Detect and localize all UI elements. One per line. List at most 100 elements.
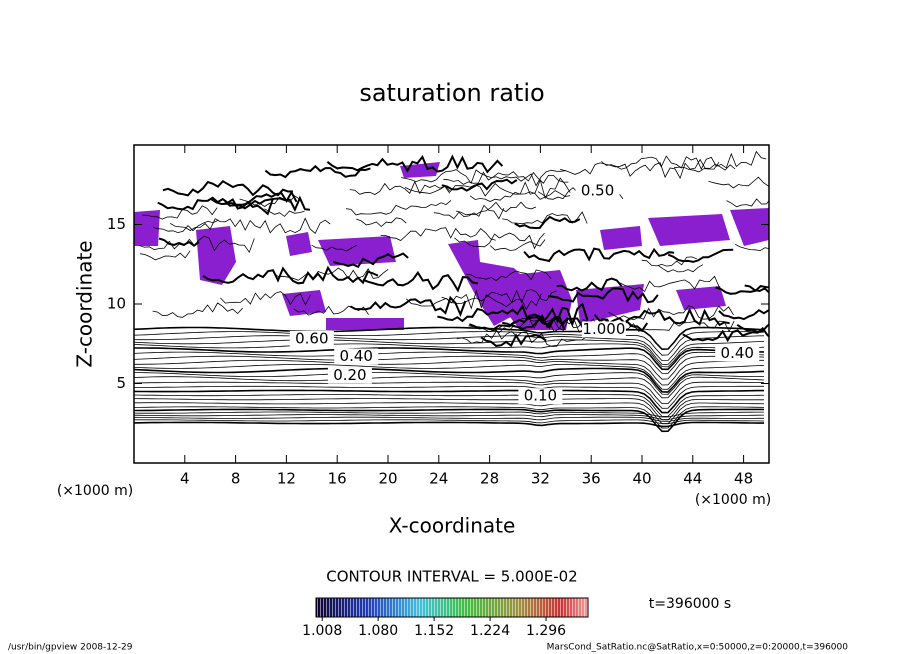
colorbar-tick-label: 1.296: [526, 623, 566, 639]
contour-line: [272, 267, 389, 281]
contour-line: [264, 164, 371, 179]
contour-line: [264, 208, 305, 217]
shaded-region: [326, 318, 404, 330]
contour-line: [466, 269, 552, 282]
contour-line: [152, 302, 243, 318]
contour-line: [134, 406, 765, 429]
contour-line: [134, 421, 764, 428]
contour-line: [169, 217, 331, 235]
contour-line: [134, 351, 765, 374]
contour-line: [641, 256, 697, 267]
contour-line: [349, 180, 451, 195]
contour-line: [142, 205, 218, 220]
contour-line: [311, 244, 357, 252]
colorbar-frame: [315, 597, 589, 618]
contour-line: [134, 394, 765, 417]
contour-label: 0.10: [524, 387, 557, 405]
contour-line: [456, 329, 602, 347]
contour-line: [380, 227, 496, 241]
contour-label-bg: [581, 321, 626, 338]
x-tick-label: 24: [429, 470, 448, 488]
contour-label: 0.40: [721, 344, 754, 362]
contour-line: [556, 277, 623, 292]
shaded-region: [196, 226, 236, 285]
contour-line: [134, 359, 764, 386]
x-unit-label: (×1000 m): [695, 492, 771, 508]
contour-line: [134, 408, 765, 433]
contour-line: [134, 343, 765, 368]
contour-label-bg: [715, 345, 760, 362]
contour-line: [744, 284, 769, 294]
x-tick-label: 28: [480, 470, 499, 488]
shaded-regions: [134, 162, 769, 330]
contour-line: [293, 305, 369, 316]
contour-line: [667, 248, 734, 263]
shaded-region: [318, 236, 396, 266]
contour-line: [152, 220, 219, 234]
shaded-region: [282, 290, 326, 316]
contour-label: 0.20: [333, 366, 366, 384]
contour-line: [362, 270, 479, 293]
contour-lines: [134, 150, 769, 433]
colorbar-tick-label: 1.008: [302, 623, 342, 639]
contour-line: [134, 326, 765, 351]
contour-line: [523, 247, 675, 263]
contour-line: [134, 331, 765, 356]
contour-line: [134, 355, 765, 380]
contour-line: [349, 295, 467, 318]
x-tick-label: 48: [734, 470, 753, 488]
contour-line: [734, 243, 769, 252]
footer-left: /usr/bin/gpview 2008-12-29: [8, 643, 133, 653]
contour-line: [657, 264, 704, 273]
contour-line: [682, 326, 769, 343]
contour-label-bg: [575, 183, 620, 200]
chart-title: saturation ratio: [359, 79, 544, 107]
shaded-region: [134, 210, 160, 246]
contour-line: [433, 204, 505, 220]
contour-line: [406, 289, 542, 311]
contour-line: [140, 250, 191, 261]
x-tick-label: 8: [231, 470, 241, 488]
shaded-region: [730, 208, 769, 246]
contour-line: [559, 158, 736, 180]
contour-label: 0.50: [581, 182, 614, 200]
y-axis-label: Z-coordinate: [73, 240, 97, 367]
contour-line: [619, 275, 725, 293]
contour-line: [158, 237, 200, 247]
y-tick-label: 5: [116, 374, 126, 392]
contour-line: [405, 177, 571, 200]
contour-line: [332, 252, 409, 269]
shaded-region: [600, 226, 642, 250]
contour-line: [134, 376, 765, 399]
contour-line: [547, 287, 659, 304]
contour-line: [441, 178, 518, 192]
contour-line: [134, 372, 764, 395]
contour-line: [443, 171, 569, 185]
contour-interval: CONTOUR INTERVAL = 5.000E-02: [326, 568, 577, 586]
contour-line: [157, 196, 274, 216]
contour-line: [134, 347, 765, 371]
contour-line: [134, 414, 765, 420]
contour-label: 0.60: [295, 329, 328, 347]
contour-line: [134, 367, 765, 393]
y-tick-label: 10: [107, 295, 126, 313]
contour-label: 1.000: [582, 320, 625, 338]
contour-line: [593, 307, 730, 327]
shaded-region: [286, 232, 312, 256]
contour-line: [134, 398, 764, 421]
contour-line: [239, 195, 300, 207]
contour-label-bg: [518, 388, 563, 405]
contour-line: [401, 169, 567, 187]
contour-label: 0.40: [340, 347, 373, 365]
contour-line: [601, 150, 767, 171]
contour-line: [469, 190, 571, 202]
contour-line: [437, 302, 589, 328]
contour-line: [134, 402, 765, 425]
contour-line: [628, 320, 735, 333]
contour-line: [455, 201, 537, 216]
colorbar-tick-label: 1.224: [470, 623, 510, 639]
contour-line: [480, 333, 547, 348]
contour-line: [134, 335, 765, 362]
shaded-region: [676, 286, 726, 310]
